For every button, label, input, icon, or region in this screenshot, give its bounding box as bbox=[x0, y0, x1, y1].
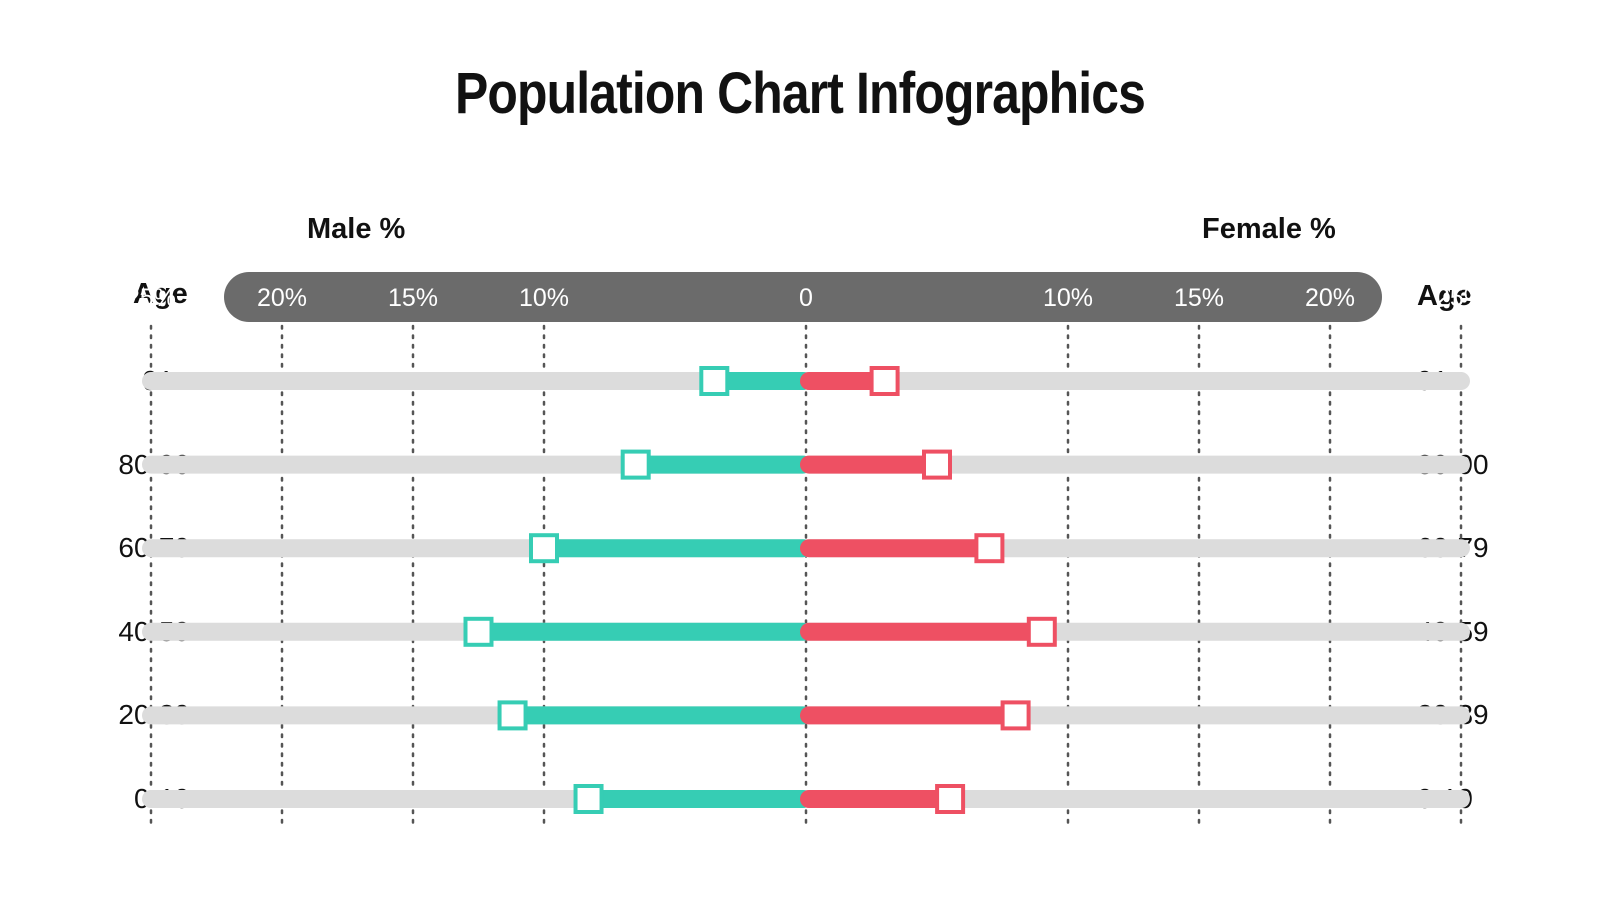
marker-female bbox=[1026, 616, 1057, 647]
marker-female bbox=[922, 449, 952, 480]
tick-label-male: 0 bbox=[799, 284, 813, 312]
tick-label-male: 25% bbox=[125, 284, 177, 312]
marker-female bbox=[1000, 700, 1031, 731]
marker-male bbox=[573, 784, 604, 814]
age-header-left: Age bbox=[133, 278, 188, 310]
tick-label-female: 15% bbox=[1173, 284, 1225, 312]
marker-female bbox=[974, 533, 1005, 564]
tick-label-female: 10% bbox=[1042, 284, 1094, 312]
chart-title: Population Chart Infographics bbox=[454, 61, 1146, 126]
tick-label-female: 25% bbox=[1435, 284, 1487, 312]
tick-label-male: 20% bbox=[256, 284, 308, 312]
marker-male bbox=[620, 449, 651, 480]
tick-label-male: 10% bbox=[518, 284, 570, 312]
tick-label-male: 15% bbox=[387, 284, 439, 312]
scale-bar bbox=[224, 272, 1382, 322]
female-percent-header: Female % bbox=[1202, 213, 1336, 245]
marker-male bbox=[529, 533, 559, 564]
marker-female bbox=[935, 784, 966, 814]
male-percent-header: Male % bbox=[307, 213, 406, 245]
marker-male bbox=[497, 700, 528, 731]
marker-female bbox=[869, 366, 900, 396]
age-header-right: Age bbox=[1417, 280, 1472, 312]
marker-male bbox=[463, 616, 494, 647]
marker-male bbox=[699, 366, 730, 396]
tick-label-female: 20% bbox=[1304, 284, 1356, 312]
